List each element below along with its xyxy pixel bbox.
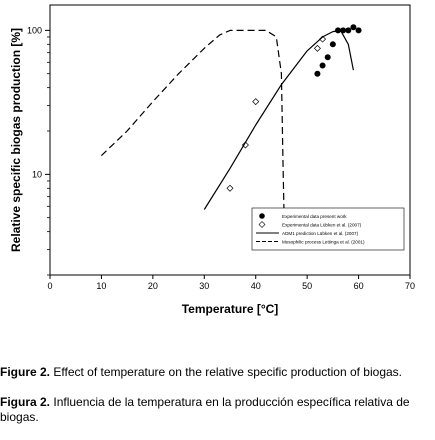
- legend-label-lubken-data: Experimental data Lübken et al. (2007): [282, 222, 362, 227]
- legend-label-mesophilic: Mesophilic process Lettinga et al. (2001…: [282, 239, 365, 244]
- x-tick-label: 30: [199, 281, 209, 291]
- x-tick-label: 0: [47, 281, 52, 291]
- caption-label-english: Figure 2.: [0, 365, 51, 379]
- data-point-present-work: [329, 41, 336, 48]
- legend-label-present-work: Experimental data present work: [282, 214, 347, 219]
- y-axis-title: Relative specific biogas production [%]: [9, 28, 23, 252]
- plot-frame: [49, 4, 411, 276]
- x-tick-label: 10: [96, 281, 106, 291]
- x-axis-title: Temperature [°C]: [182, 302, 279, 316]
- x-tick-label: 20: [148, 281, 158, 291]
- data-point-lubken: [313, 44, 321, 52]
- y-tick-label: 100: [27, 25, 42, 35]
- data-point-present-work: [319, 62, 326, 69]
- data-point-present-work: [314, 70, 321, 77]
- data-point-lubken: [226, 184, 234, 192]
- caption-text-spanish: Influencia de la temperatura en la produ…: [0, 395, 410, 424]
- caption-text-english: Effect of temperature on the relative sp…: [53, 365, 403, 379]
- data-point-lubken: [241, 141, 249, 149]
- data-point-lubken: [252, 98, 260, 106]
- data-point-present-work: [345, 27, 352, 34]
- y-tick-label: 10: [32, 169, 42, 179]
- figure-caption-english: Figure 2. Effect of temperature on the r…: [0, 365, 432, 380]
- legend: Experimental data present work Experimen…: [251, 207, 405, 251]
- x-tick-label: 50: [302, 281, 312, 291]
- legend-marker-circle: [259, 213, 265, 219]
- figure-caption-spanish: Figura 2. Influencia de la temperatura e…: [0, 395, 432, 425]
- data-point-present-work: [350, 24, 357, 31]
- legend-box: [251, 207, 405, 251]
- data-point-present-work: [324, 54, 331, 61]
- biogas-temperature-chart: 0 10 20 30 40 50 60 70 10 100 Temperature [°C] Re…: [9, 4, 415, 316]
- mesophilic-dashed-line: [100, 29, 285, 212]
- series-layer: [100, 24, 362, 212]
- x-tick-label: 60: [354, 281, 364, 291]
- adm1-solid-line: [203, 29, 354, 210]
- axes-layer: 0 10 20 30 40 50 60 70 10 100: [27, 25, 415, 291]
- x-tick-label: 40: [251, 281, 261, 291]
- data-point-present-work: [355, 27, 362, 34]
- caption-label-spanish: Figura 2.: [0, 395, 51, 409]
- legend-marker-diamond: [258, 221, 266, 228]
- legend-label-adm1: ADM1 prediction Lübken et al. (2007): [282, 231, 359, 236]
- x-tick-label: 70: [405, 281, 415, 291]
